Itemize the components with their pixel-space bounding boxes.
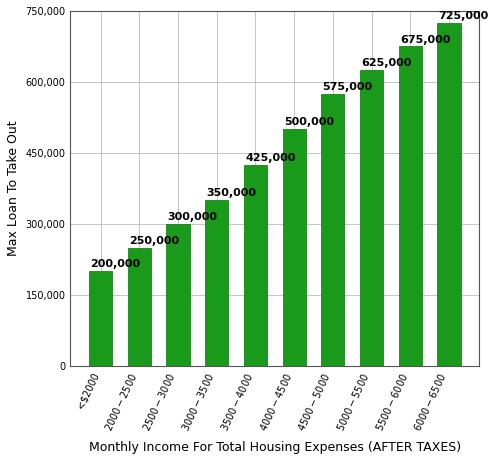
Text: 200,000: 200,000: [90, 259, 140, 269]
Text: 725,000: 725,000: [439, 11, 489, 21]
Bar: [166, 224, 190, 366]
Bar: [128, 248, 151, 366]
Text: 300,000: 300,000: [168, 212, 218, 222]
Y-axis label: Max Loan To Take Out: Max Loan To Take Out: [7, 121, 20, 256]
Text: 425,000: 425,000: [245, 153, 295, 163]
Text: 350,000: 350,000: [206, 188, 256, 198]
Bar: [399, 47, 422, 366]
Text: 575,000: 575,000: [322, 82, 373, 92]
Bar: [205, 200, 229, 366]
Bar: [244, 165, 267, 366]
X-axis label: Monthly Income For Total Housing Expenses (AFTER TAXES): Monthly Income For Total Housing Expense…: [89, 441, 461, 454]
Bar: [321, 94, 345, 366]
Text: 625,000: 625,000: [361, 58, 411, 68]
Bar: [437, 23, 461, 366]
Text: 250,000: 250,000: [129, 236, 179, 246]
Bar: [89, 271, 112, 366]
Bar: [360, 70, 383, 366]
Text: 675,000: 675,000: [400, 35, 450, 45]
Bar: [282, 129, 306, 366]
Text: 500,000: 500,000: [284, 118, 334, 127]
